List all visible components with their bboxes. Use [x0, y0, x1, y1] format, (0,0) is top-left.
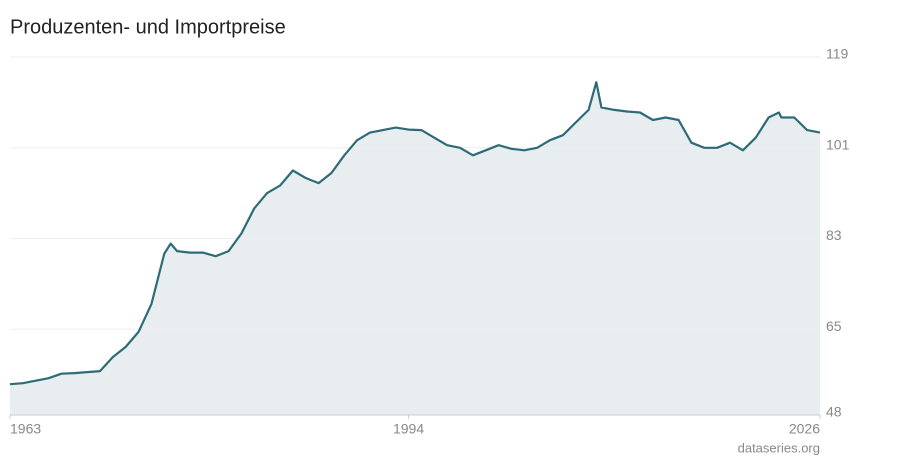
x-tick-label: 1994 [393, 421, 424, 437]
y-tick-label: 83 [826, 227, 842, 243]
y-tick-label: 119 [826, 46, 849, 62]
y-tick-label: 101 [826, 136, 850, 152]
area [10, 82, 820, 415]
chart-title: Produzenten- und Importpreise [10, 16, 286, 38]
x-tick-label: 2026 [789, 421, 820, 437]
y-tick-label: 48 [826, 404, 842, 420]
source: dataseries.org [738, 440, 820, 455]
line [9, 81, 821, 386]
x-tick-label: 1963 [10, 421, 41, 437]
y-tick-label: 65 [826, 318, 842, 334]
